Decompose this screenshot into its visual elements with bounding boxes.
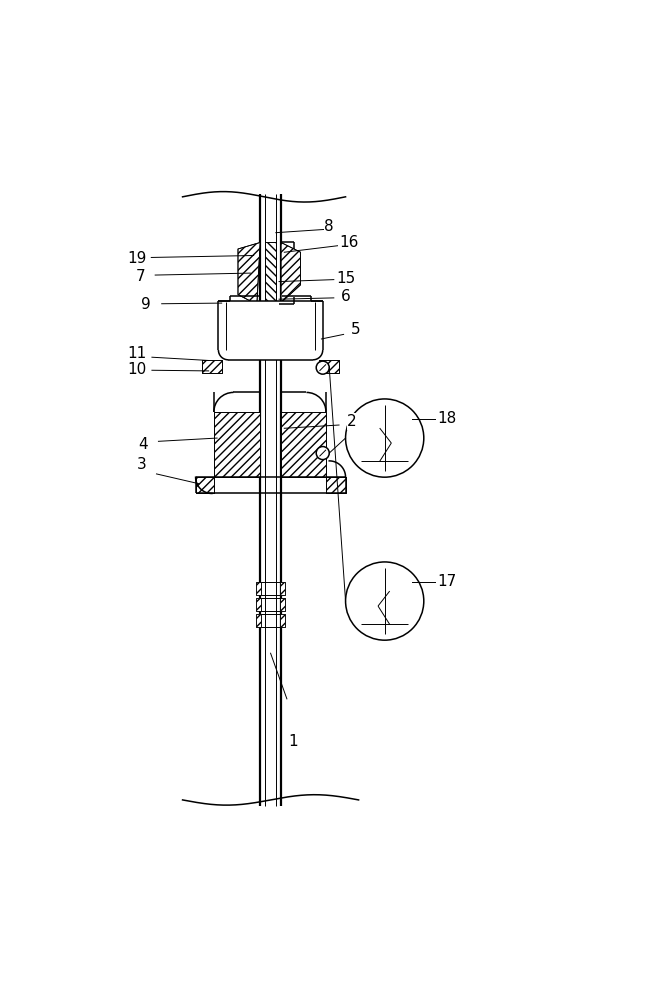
Bar bbox=[256, 581, 261, 595]
Bar bbox=[326, 477, 346, 493]
Bar bbox=[319, 360, 339, 373]
Text: 1: 1 bbox=[289, 734, 298, 749]
Bar bbox=[256, 581, 261, 595]
Text: 11: 11 bbox=[127, 346, 147, 361]
Text: 3: 3 bbox=[137, 457, 146, 472]
Circle shape bbox=[346, 562, 424, 640]
Polygon shape bbox=[281, 412, 326, 477]
Text: 17: 17 bbox=[437, 574, 456, 589]
Text: 5: 5 bbox=[351, 322, 360, 337]
Bar bbox=[260, 194, 281, 806]
Text: 4: 4 bbox=[139, 437, 148, 452]
Bar bbox=[280, 614, 285, 627]
Bar bbox=[202, 360, 222, 373]
Bar bbox=[202, 360, 222, 373]
Circle shape bbox=[346, 399, 424, 477]
Bar bbox=[280, 598, 285, 611]
Bar bbox=[280, 581, 285, 595]
Text: 16: 16 bbox=[339, 235, 359, 250]
Polygon shape bbox=[214, 412, 260, 477]
Circle shape bbox=[316, 361, 329, 374]
Bar bbox=[196, 477, 214, 493]
Bar bbox=[256, 614, 261, 627]
Bar bbox=[280, 614, 285, 627]
Bar bbox=[196, 477, 214, 493]
Text: 19: 19 bbox=[127, 251, 147, 266]
Text: 7: 7 bbox=[136, 269, 145, 284]
Text: 6: 6 bbox=[341, 289, 350, 304]
Bar bbox=[256, 614, 261, 627]
Bar bbox=[256, 598, 261, 611]
Bar bbox=[218, 301, 323, 360]
Bar bbox=[280, 598, 285, 611]
Text: 2: 2 bbox=[348, 414, 357, 429]
Text: 9: 9 bbox=[141, 297, 150, 312]
Bar bbox=[326, 477, 346, 493]
Polygon shape bbox=[238, 242, 260, 304]
Text: 10: 10 bbox=[127, 362, 147, 377]
Bar bbox=[319, 360, 339, 373]
Bar bbox=[280, 581, 285, 595]
Text: 18: 18 bbox=[437, 411, 456, 426]
Bar bbox=[256, 598, 261, 611]
Text: 15: 15 bbox=[336, 271, 355, 286]
Circle shape bbox=[316, 447, 329, 460]
Polygon shape bbox=[279, 242, 301, 304]
Polygon shape bbox=[265, 242, 276, 304]
Text: 8: 8 bbox=[325, 219, 334, 234]
